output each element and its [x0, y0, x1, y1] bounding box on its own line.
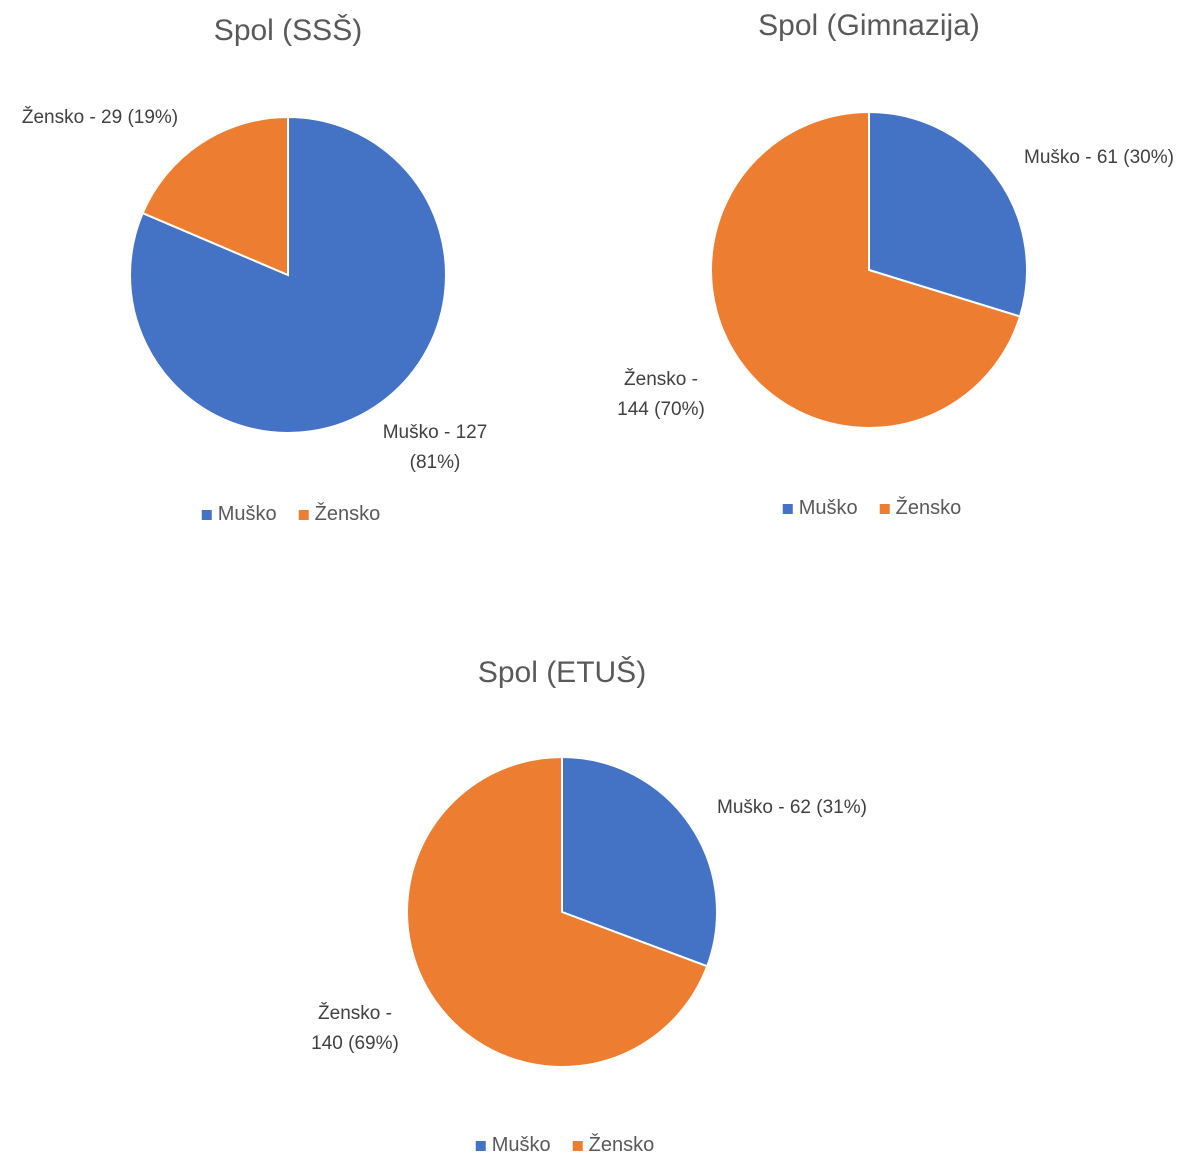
data-label: Muško - 62 (31%): [717, 797, 867, 818]
legend-item: Muško: [475, 1134, 551, 1156]
pie-slice: [710, 110, 1022, 429]
legend-label: Muško: [491, 1134, 551, 1156]
legend-label: Žensko: [588, 1134, 655, 1156]
data-label: Muško - 127 (81%): [382, 422, 488, 473]
legend: Muško Žensko: [475, 1134, 655, 1156]
legend-label: Muško: [217, 503, 277, 525]
legend-label: Žensko: [314, 503, 381, 525]
legend-item: Muško: [201, 503, 277, 526]
pie-slice: [561, 755, 718, 968]
pie-slice: [141, 115, 289, 277]
pie-slice: [406, 755, 709, 1068]
legend-item: Žensko: [298, 503, 381, 526]
legend-swatch: [475, 1140, 486, 1151]
data-label: Žensko - 144 (70%): [617, 369, 705, 420]
data-label: Muško - 61 (30%): [1024, 147, 1174, 168]
legend-item: Žensko: [572, 1134, 655, 1156]
chart-title: Spol (ETUŠ): [477, 656, 647, 689]
data-label: Žensko - 29 (19%): [21, 107, 179, 128]
legend-label: Muško: [798, 497, 858, 519]
legend-swatch: [879, 503, 890, 514]
legend-label: Žensko: [895, 497, 962, 519]
legend: Muško Žensko: [201, 503, 381, 526]
legend: Muško Žensko: [782, 497, 962, 520]
data-label: Žensko - 140 (69%): [311, 1003, 399, 1054]
legend-swatch: [782, 503, 793, 514]
legend-swatch: [572, 1140, 583, 1151]
legend-swatch: [298, 509, 309, 520]
chart-title: Spol (Gimnazija): [758, 9, 980, 42]
legend-swatch: [201, 509, 212, 520]
pie-slice: [868, 110, 1028, 318]
legend-item: Žensko: [879, 497, 962, 520]
chart-title: Spol (SSŠ): [213, 14, 363, 47]
legend-item: Muško: [782, 497, 858, 520]
